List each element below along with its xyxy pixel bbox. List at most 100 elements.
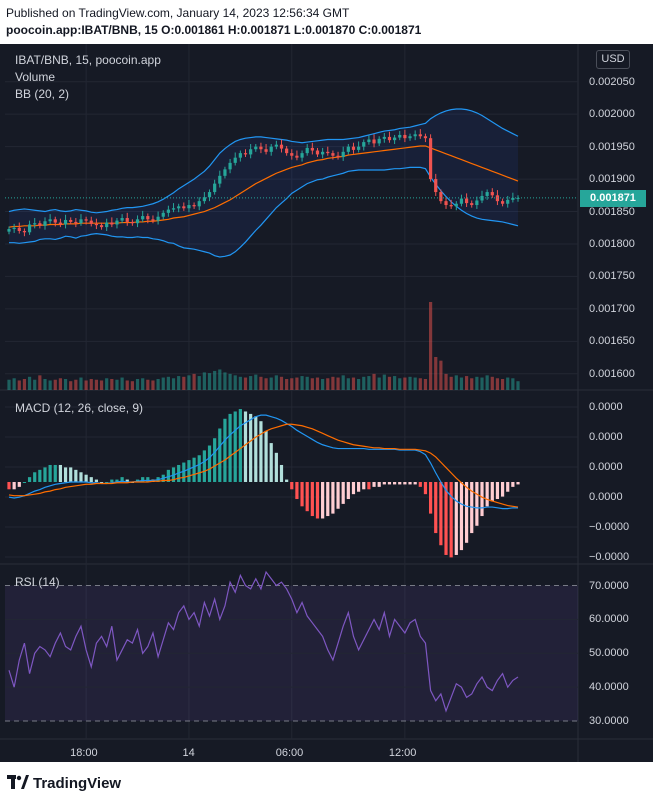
candle-body (454, 203, 458, 207)
volume-bar (372, 373, 376, 390)
volume-bar (192, 373, 196, 390)
macd-histogram-bar (274, 452, 278, 482)
candle-body (362, 142, 366, 147)
candle-body (321, 151, 325, 155)
candle-body (238, 153, 242, 158)
macd-histogram-bar (408, 482, 412, 485)
volume-bar (22, 379, 27, 390)
macd-histogram-bar (341, 482, 345, 504)
volume-bar (63, 379, 68, 390)
signal-line (8, 423, 519, 508)
macd-histogram-bar (69, 467, 73, 482)
macd-histogram-bar (382, 482, 386, 485)
macd-histogram-bar (295, 482, 299, 500)
candle-body (218, 175, 222, 184)
candle-body (418, 134, 422, 137)
macd-histogram-bar (413, 482, 417, 485)
volume-bar (449, 376, 453, 390)
macd-histogram-bar (434, 482, 438, 534)
macd-histogram-bar (305, 482, 309, 512)
macd-histogram-bar (423, 482, 428, 495)
candle-body (187, 205, 191, 209)
time-tick-label: 06:00 (275, 747, 304, 759)
volume-bar (382, 374, 386, 390)
volume-bar (269, 377, 273, 390)
macd-histogram-bar (279, 464, 284, 482)
candle-body (403, 134, 407, 139)
macd-histogram-bar (223, 418, 227, 482)
candle-body (346, 146, 350, 152)
volume-bar (315, 377, 320, 390)
volume-bar (336, 377, 340, 390)
candle-body (12, 227, 16, 230)
volume-bar (418, 378, 422, 390)
volume-bar (89, 379, 93, 390)
candle-body (506, 199, 510, 204)
volume-bar (300, 376, 304, 390)
price-tick-label: 0.001800 (589, 237, 635, 250)
price-tick-label: 0.001600 (589, 367, 635, 380)
candle-body (449, 205, 453, 207)
candle-body (423, 136, 428, 139)
candle-body (130, 221, 134, 224)
volume-bar (444, 373, 448, 390)
candle-body (177, 206, 181, 209)
currency-button[interactable]: USD (596, 50, 630, 69)
footer: TradingView (0, 762, 653, 804)
volume-bar (490, 376, 494, 390)
volume-bar (125, 380, 129, 390)
volume-legend: Volume (15, 70, 56, 84)
macd-histogram-bar (17, 482, 21, 487)
volume-bar (202, 372, 206, 390)
volume-bar (223, 372, 227, 390)
volume-bar (398, 378, 402, 390)
volume-bar (79, 377, 83, 390)
candle-body (315, 150, 320, 155)
candle-body (310, 147, 314, 151)
main-title: IBAT/BNB, 15, poocoin.app (15, 53, 161, 67)
candle-body (115, 220, 119, 225)
macd-histogram-bar (326, 482, 330, 517)
macd-histogram-bar (500, 482, 505, 497)
macd-histogram-bar (254, 416, 258, 482)
volume-bar (115, 379, 119, 390)
rsi-tick-label: 70.0000 (589, 579, 629, 592)
candle-body (290, 153, 294, 156)
candle-body (38, 223, 42, 226)
bb-band-fill (9, 108, 518, 257)
candle-body (120, 218, 124, 221)
macd-histogram-bar (516, 482, 520, 485)
candle-body (156, 216, 160, 221)
candle-body (274, 144, 278, 147)
volume-bar (506, 377, 510, 390)
price-tick-label: 0.001700 (589, 302, 635, 315)
volume-bar (12, 378, 16, 390)
macd-histogram-bar (74, 469, 78, 482)
macd-histogram-bar (475, 482, 479, 526)
macd-histogram-bar (485, 482, 489, 507)
volume-bar (310, 378, 314, 390)
macd-histogram-bar (125, 479, 129, 482)
candle-body (213, 183, 217, 193)
chart-area[interactable]: IBAT/BNB, 15, poocoin.app Volume BB (20,… (0, 44, 653, 762)
bb-legend: BB (20, 2) (15, 87, 70, 101)
price-tick-label: 0.002050 (589, 75, 635, 88)
macd-histogram-bar (464, 482, 469, 543)
candle-body (500, 201, 505, 204)
macd-histogram-bar (99, 482, 104, 483)
macd-histogram-bar (33, 472, 37, 482)
volume-bar (233, 375, 237, 390)
macd-histogram-bar (218, 428, 222, 482)
chart-canvas[interactable] (0, 44, 653, 762)
candle-body (202, 197, 206, 202)
time-tick-label: 18:00 (70, 747, 98, 759)
volume-bar (485, 375, 489, 390)
volume-bar (120, 377, 124, 390)
macd-histogram-bar (439, 482, 443, 546)
volume-bar (27, 376, 32, 390)
rsi-tick-label: 30.0000 (589, 715, 629, 728)
macd-histogram-bar (115, 479, 119, 482)
volume-bar (43, 379, 47, 390)
volume-bar (454, 375, 458, 390)
candle-body (151, 219, 155, 221)
